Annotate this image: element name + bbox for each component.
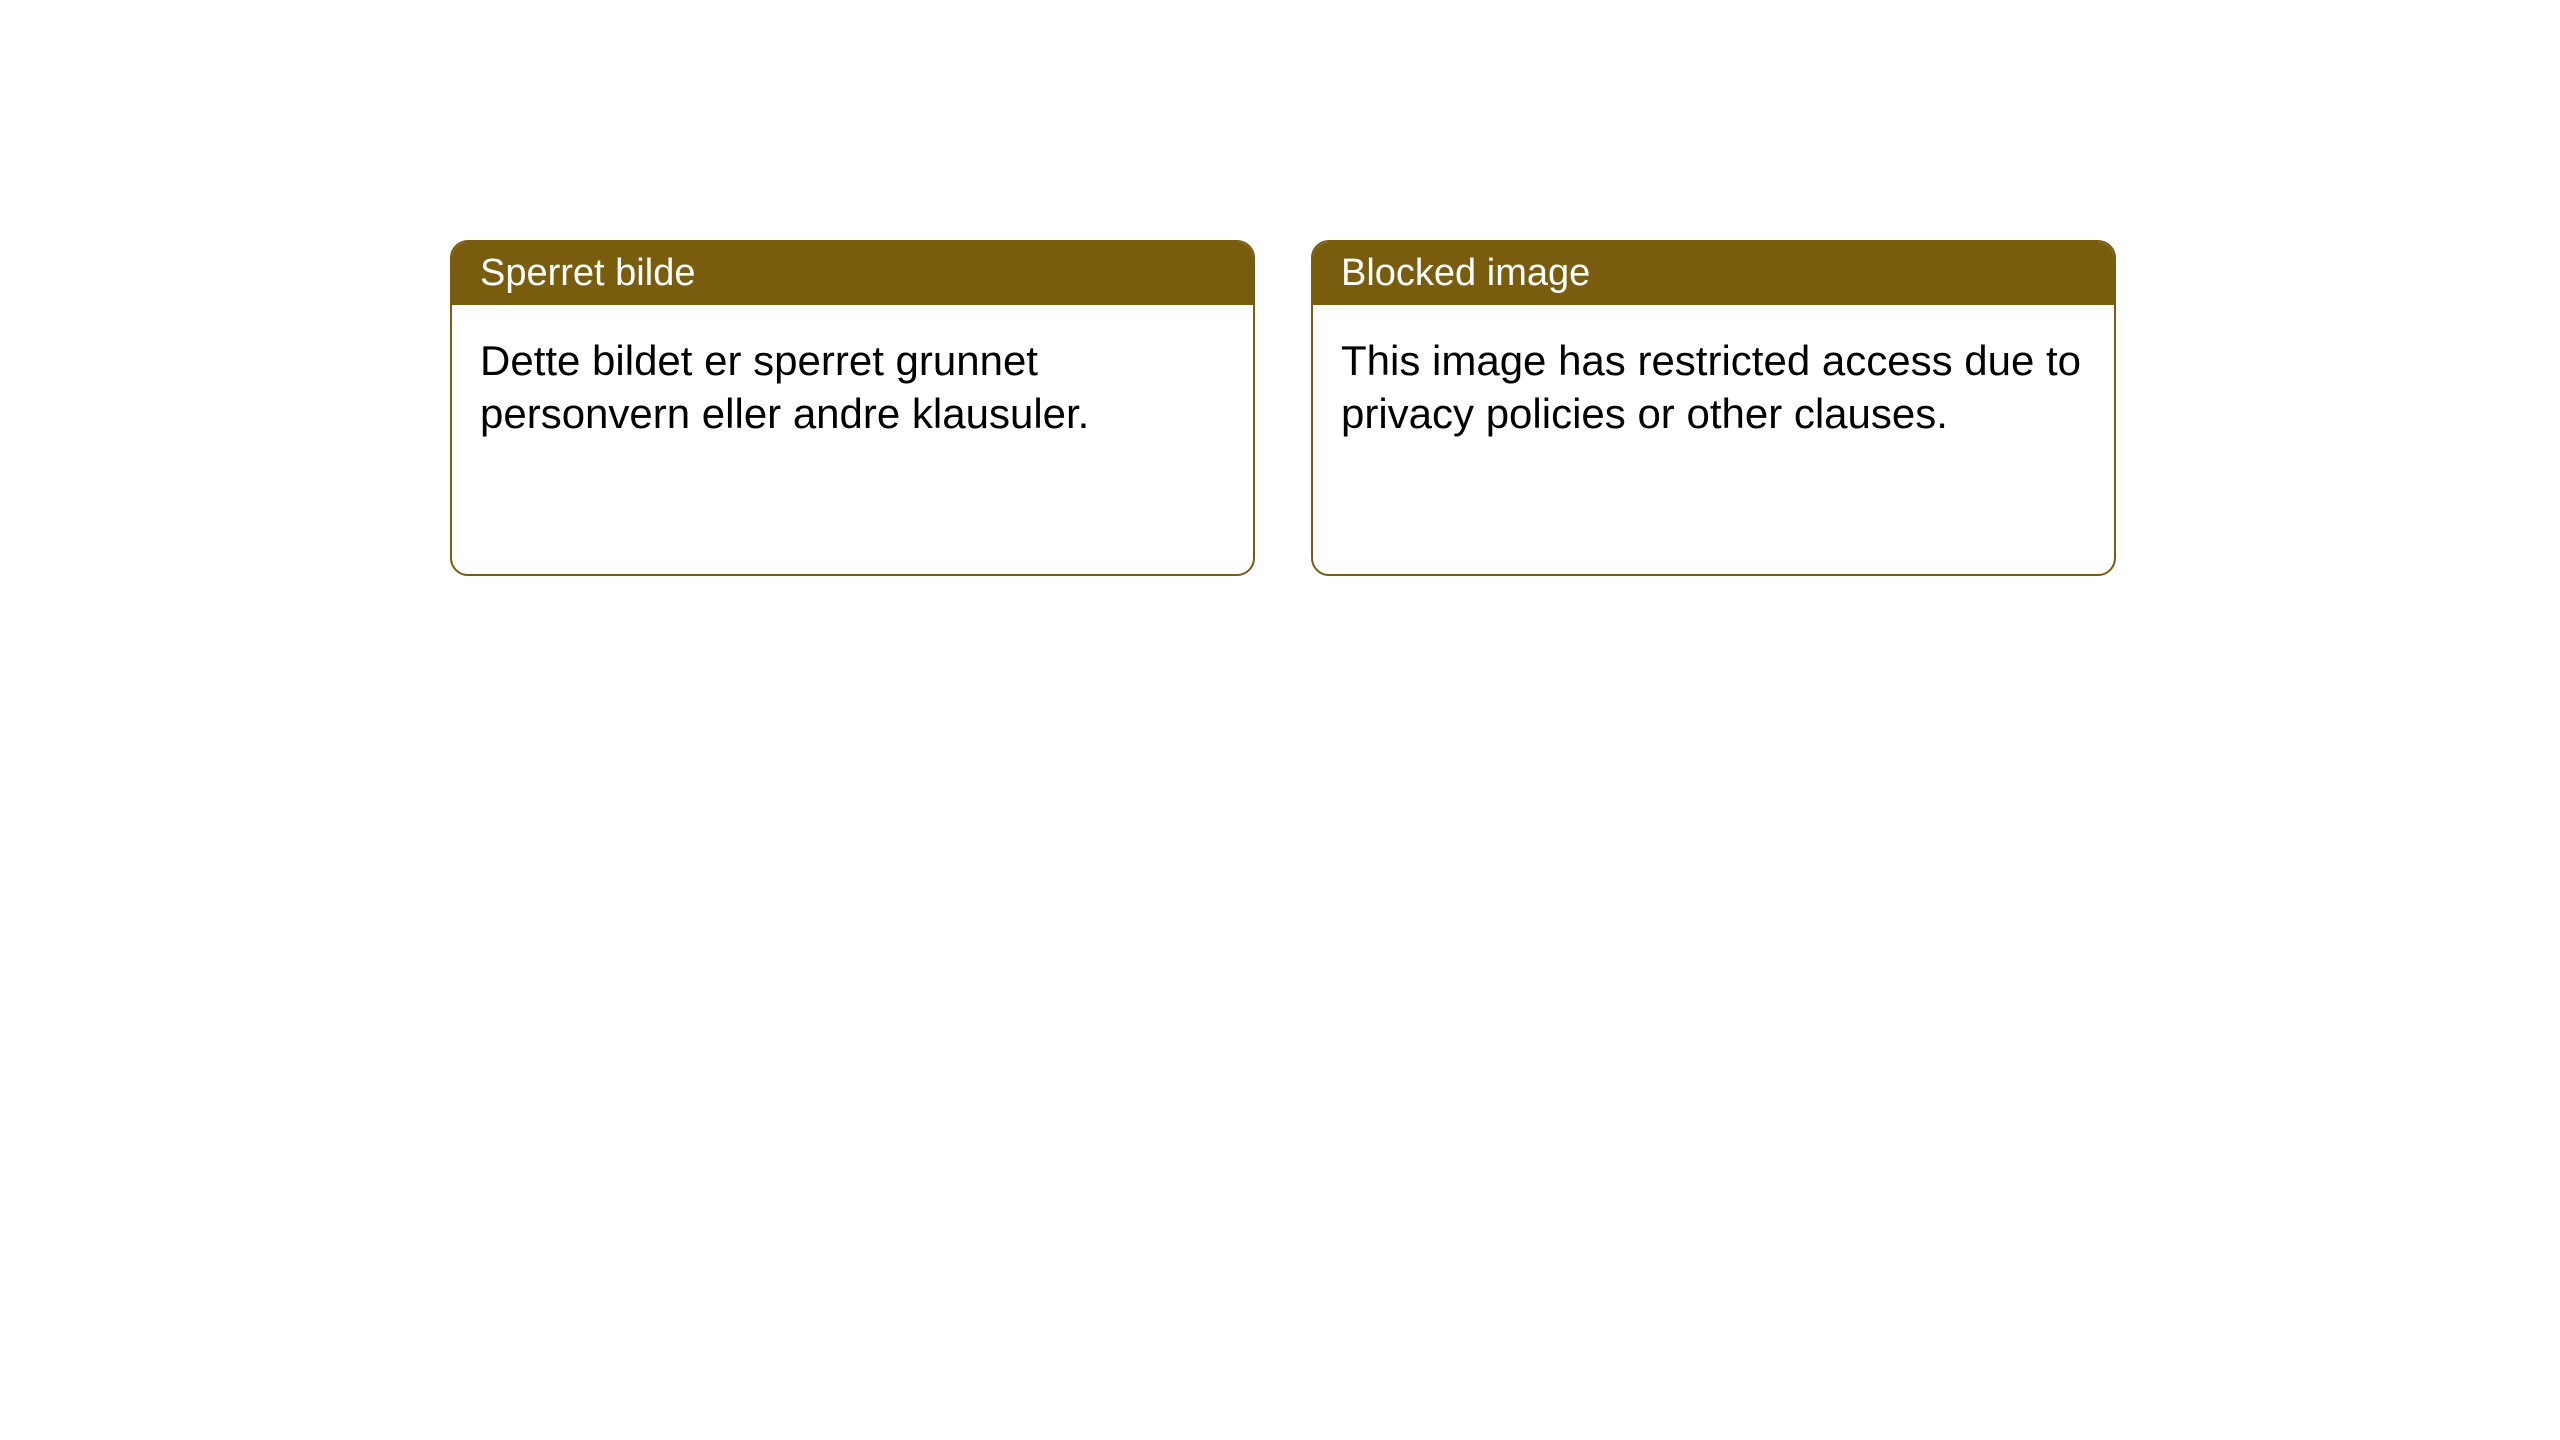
notice-body-norwegian: Dette bildet er sperret grunnet personve… — [452, 305, 1253, 470]
notice-header-norwegian: Sperret bilde — [452, 242, 1253, 305]
notice-card-norwegian: Sperret bilde Dette bildet er sperret gr… — [450, 240, 1255, 576]
notice-container: Sperret bilde Dette bildet er sperret gr… — [0, 0, 2560, 576]
notice-card-english: Blocked image This image has restricted … — [1311, 240, 2116, 576]
notice-body-english: This image has restricted access due to … — [1313, 305, 2114, 470]
notice-header-english: Blocked image — [1313, 242, 2114, 305]
